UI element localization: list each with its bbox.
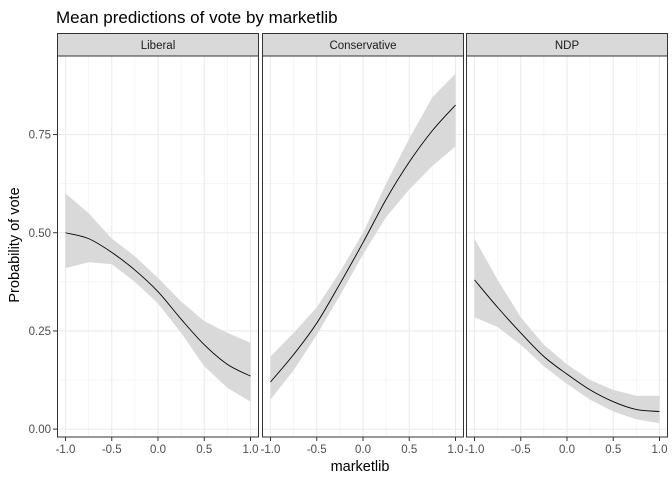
confidence-band bbox=[65, 193, 251, 402]
prediction-line bbox=[474, 279, 660, 412]
y-axis-title: Probability of vote bbox=[7, 187, 23, 302]
y-tick-label: 0.50 bbox=[29, 228, 51, 240]
facet-panel-ndp: NDP -1.0 -0.5 0.0 0.5 1.0 bbox=[465, 33, 668, 456]
x-tick-label: -0.5 bbox=[307, 444, 327, 456]
x-tick-label: 0.0 bbox=[355, 444, 371, 456]
facet-panel-conservative: Conservative -1.0 -0.5 0.0 0.5 1.0 bbox=[261, 33, 464, 456]
prediction-line bbox=[270, 104, 456, 383]
facet-strip-label: Liberal bbox=[141, 40, 176, 52]
x-tick-label: -1.0 bbox=[56, 444, 76, 456]
facet-strip-label: NDP bbox=[555, 40, 580, 52]
x-axis-title: marketlib bbox=[331, 459, 390, 475]
chart-title: Mean predictions of vote by marketlib bbox=[56, 8, 338, 27]
facet-strip bbox=[57, 33, 259, 57]
y-tick-label: 0.00 bbox=[29, 424, 51, 436]
facet-panels: 0.00 0.25 0.50 0.75 Liberal -1.0 -0.5 0.0 0.5 1.0… bbox=[29, 33, 668, 456]
facet-strip bbox=[262, 33, 464, 57]
y-tick-label: 0.25 bbox=[29, 326, 51, 338]
facet-strip-label: Conservative bbox=[329, 40, 396, 52]
facet-strip bbox=[466, 33, 668, 57]
x-tick-label: 0.5 bbox=[605, 444, 621, 456]
x-tick-label: 0.0 bbox=[150, 444, 166, 456]
x-tick-label: 0.0 bbox=[559, 444, 575, 456]
x-tick-label: 0.5 bbox=[401, 444, 417, 456]
x-tick-label: 1.0 bbox=[243, 444, 259, 456]
y-tick-label: 0.75 bbox=[29, 130, 51, 142]
prediction-line bbox=[65, 232, 251, 377]
x-tick-label: 1.0 bbox=[448, 444, 464, 456]
x-tick-label: 1.0 bbox=[652, 444, 668, 456]
x-tick-label: -1.0 bbox=[465, 444, 485, 456]
x-tick-label: -1.0 bbox=[261, 444, 281, 456]
x-tick-label: 0.5 bbox=[196, 444, 212, 456]
confidence-band bbox=[474, 238, 660, 424]
x-tick-label: -0.5 bbox=[511, 444, 531, 456]
x-tick-label: -0.5 bbox=[102, 444, 122, 456]
facet-panel-liberal: Liberal -1.0 -0.5 0.0 0.5 1.0 bbox=[56, 33, 259, 456]
confidence-band bbox=[270, 73, 456, 400]
